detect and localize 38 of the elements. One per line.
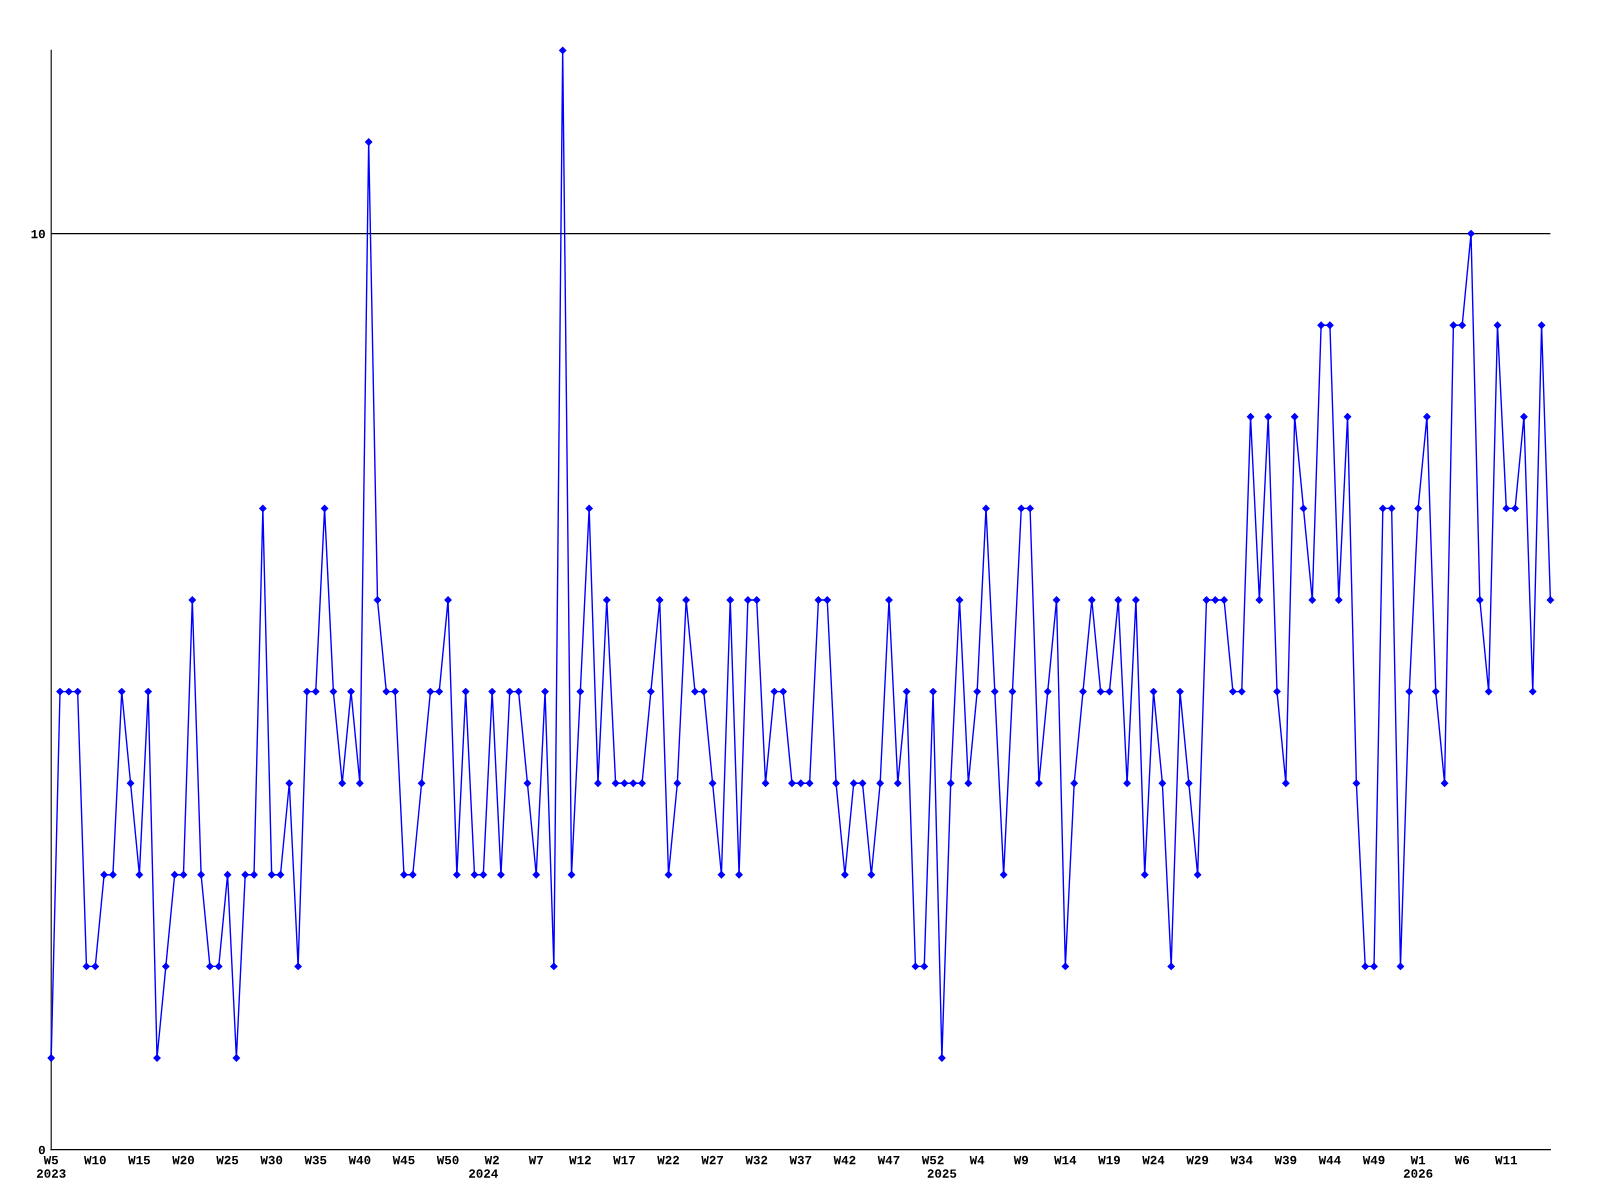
- x-tick-label: W4: [969, 1155, 985, 1165]
- x-tick-label: W40: [348, 1155, 371, 1165]
- x-tick-label: W50: [436, 1155, 459, 1165]
- x-tick-label: W14: [1054, 1155, 1077, 1165]
- x-tick-label: W27: [701, 1155, 724, 1165]
- x-tick-label: W11: [1495, 1155, 1518, 1165]
- x-tick-label: W12: [569, 1155, 591, 1165]
- x-tick-label: W35: [304, 1155, 327, 1165]
- x-tick-label: W34: [1230, 1155, 1253, 1165]
- x-tick-label: W49: [1362, 1155, 1385, 1165]
- x-tick-label: W22: [657, 1155, 680, 1165]
- x-tick-label: W45: [392, 1155, 415, 1165]
- x-tick-label: W7: [528, 1155, 543, 1165]
- x-tick-label: W52: [921, 1155, 944, 1165]
- x-tick-label: 2025: [927, 1169, 957, 1178]
- x-tick-label: W47: [877, 1155, 900, 1165]
- x-tick-label: W6: [1454, 1155, 1470, 1165]
- x-tick-label: W20: [172, 1155, 195, 1165]
- x-tick-label: W44: [1318, 1155, 1341, 1165]
- y-tick-label: 0: [38, 1145, 45, 1155]
- x-tick-label: W42: [833, 1155, 856, 1165]
- x-tick-label: W30: [260, 1155, 283, 1165]
- x-tick-label: W24: [1142, 1155, 1165, 1165]
- y-tick-label: 10: [31, 229, 45, 239]
- x-tick-label: W1 2026: [1403, 1155, 1433, 1178]
- x-tick-label: W29: [1186, 1155, 1209, 1165]
- x-tick-label: W9: [1013, 1155, 1029, 1165]
- x-tick-label: W39: [1274, 1155, 1297, 1165]
- x-tick-label: W32: [745, 1155, 768, 1165]
- x-tick-label: W5 2023: [36, 1155, 66, 1178]
- x-tick-label: W19: [1098, 1155, 1120, 1165]
- x-tick-label: W37: [789, 1155, 812, 1165]
- x-tick-label: W25: [216, 1155, 239, 1165]
- x-tick-label: W10: [84, 1155, 106, 1165]
- x-tick-label: 2024: [469, 1169, 498, 1178]
- x-tick-label: W15: [128, 1155, 150, 1165]
- x-tick-label: W2: [484, 1155, 499, 1165]
- x-tick-label: W17: [613, 1155, 635, 1165]
